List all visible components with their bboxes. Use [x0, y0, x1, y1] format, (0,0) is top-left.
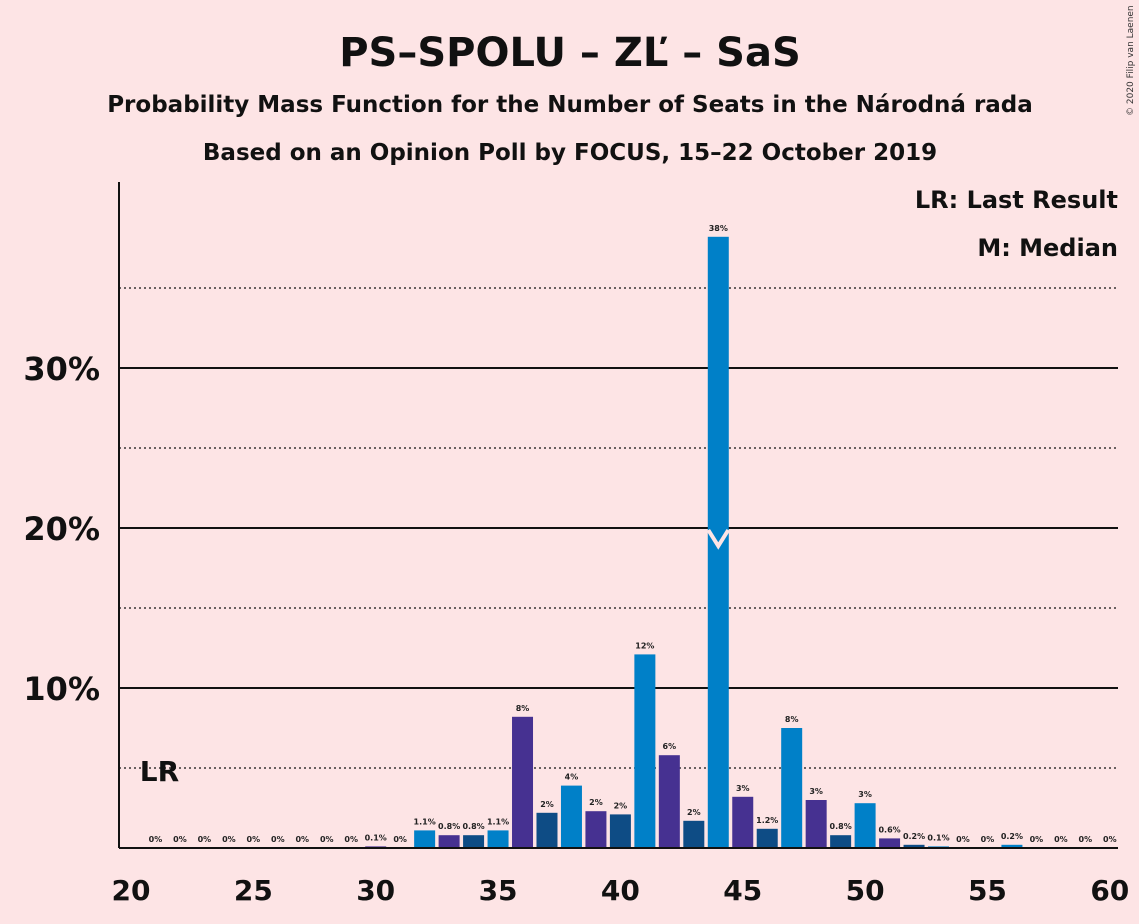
bar-seat-36 — [512, 716, 534, 848]
data-label-seat-54: 0% — [956, 835, 970, 844]
bar-seat-40 — [609, 814, 631, 848]
data-label-seat-56: 0.2% — [1001, 832, 1023, 841]
data-label-seat-26: 0% — [271, 835, 285, 844]
data-label-seat-34: 0.8% — [462, 822, 484, 831]
x-tick-labels: 20 25 30 35 40 45 50 55 60 — [112, 874, 1130, 907]
data-label-seat-44: 38% — [709, 224, 728, 233]
chart-title: PS–SPOLU – ZĽ – SaS — [339, 30, 801, 76]
y-tick-label: 20% — [23, 510, 100, 548]
data-label-seat-52: 0.2% — [903, 832, 925, 841]
bars-group — [365, 236, 1023, 849]
data-label-seat-38: 4% — [565, 773, 579, 782]
data-label-seat-22: 0% — [173, 835, 187, 844]
bar-seat-35 — [487, 830, 509, 848]
x-tick-label: 45 — [723, 874, 762, 907]
data-label-seat-55: 0% — [981, 835, 995, 844]
bar-seat-34 — [463, 835, 485, 848]
chart-subtitle-1: Probability Mass Function for the Number… — [107, 92, 1033, 118]
y-tick-label: 30% — [23, 350, 100, 388]
bar-seat-52 — [903, 844, 925, 848]
data-label-seat-40: 2% — [614, 801, 628, 810]
y-tick-labels: 10% 20% 30% — [23, 350, 100, 708]
data-label-seat-28: 0% — [320, 835, 334, 844]
bar-seat-32 — [414, 830, 436, 848]
data-label-seat-27: 0% — [295, 835, 309, 844]
x-tick-label: 55 — [968, 874, 1007, 907]
x-tick-label: 60 — [1090, 874, 1129, 907]
data-label-seat-39: 2% — [589, 798, 603, 807]
last-result-marker: LR — [140, 755, 179, 788]
x-tick-label: 40 — [601, 874, 640, 907]
bar-seat-49 — [830, 835, 852, 848]
bar-seat-42 — [658, 755, 680, 848]
x-tick-label: 20 — [112, 874, 151, 907]
bar-seat-37 — [536, 812, 558, 848]
legend-last-result: LR: Last Result — [915, 186, 1118, 214]
data-label-seat-59: 0% — [1079, 835, 1093, 844]
data-labels-group: 0% 0% 0% 0% 0% 0% 0% 0% 0% 0.1% 0%1.1%0.8% 0.8%1.1%… — [149, 224, 1117, 844]
bar-seat-33 — [438, 835, 460, 848]
data-label-seat-32: 1.1% — [414, 817, 436, 826]
data-label-seat-45: 3% — [736, 784, 750, 793]
data-label-seat-24: 0% — [222, 835, 236, 844]
copyright-text: © 2020 Filip van Laenen — [1126, 5, 1136, 116]
data-label-seat-41: 12% — [635, 641, 654, 650]
legend-median: M: Median — [977, 234, 1118, 262]
data-label-seat-42: 6% — [663, 742, 677, 751]
bar-seat-48 — [805, 800, 827, 848]
data-label-seat-48: 3% — [809, 787, 823, 796]
data-label-seat-25: 0% — [247, 835, 261, 844]
axes — [118, 182, 1118, 849]
bar-seat-56 — [1001, 844, 1023, 848]
data-label-seat-47: 8% — [785, 715, 799, 724]
x-tick-label: 35 — [479, 874, 518, 907]
data-label-seat-57: 0% — [1030, 835, 1044, 844]
data-label-seat-30: 0.1% — [365, 833, 387, 842]
markers-group: LR — [140, 528, 730, 788]
x-tick-label: 30 — [356, 874, 395, 907]
data-label-seat-43: 2% — [687, 808, 701, 817]
bar-seat-47 — [781, 728, 803, 848]
data-label-seat-23: 0% — [198, 835, 212, 844]
bar-seat-41 — [634, 654, 656, 848]
data-label-seat-29: 0% — [344, 835, 358, 844]
data-label-seat-60: 0% — [1103, 835, 1117, 844]
x-tick-label: 25 — [234, 874, 273, 907]
y-tick-label: 10% — [23, 670, 100, 708]
bar-seat-50 — [854, 803, 876, 848]
gridlines — [119, 287, 1118, 769]
bar-seat-46 — [756, 828, 778, 848]
bar-seat-43 — [683, 820, 705, 848]
data-label-seat-51: 0.6% — [878, 825, 900, 834]
x-tick-label: 50 — [846, 874, 885, 907]
data-label-seat-36: 8% — [516, 704, 530, 713]
median-marker — [706, 528, 730, 550]
data-label-seat-58: 0% — [1054, 835, 1068, 844]
data-label-seat-46: 1.2% — [756, 816, 778, 825]
data-label-seat-53: 0.1% — [927, 833, 949, 842]
data-label-seat-49: 0.8% — [830, 822, 852, 831]
bar-seat-38 — [560, 785, 582, 848]
bar-seat-45 — [732, 796, 754, 848]
bar-seat-51 — [879, 838, 901, 848]
data-label-seat-35: 1.1% — [487, 817, 509, 826]
data-label-seat-50: 3% — [858, 790, 872, 799]
bar-seat-39 — [585, 811, 607, 848]
chart-subtitle-2: Based on an Opinion Poll by FOCUS, 15–22… — [203, 140, 937, 166]
data-label-seat-33: 0.8% — [438, 822, 460, 831]
data-label-seat-37: 2% — [540, 800, 554, 809]
data-label-seat-31: 0% — [393, 835, 407, 844]
data-label-seat-21: 0% — [149, 835, 163, 844]
